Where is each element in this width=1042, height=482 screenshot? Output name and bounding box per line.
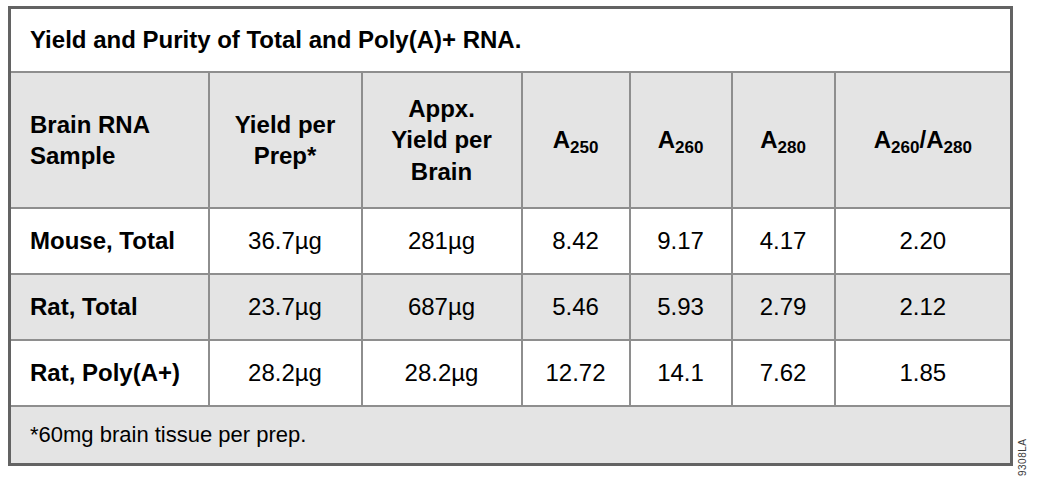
table-row-rat-polya: Rat, Poly(A+) 28.2µg 28.2µg 12.72 14.1 7… bbox=[10, 340, 1012, 406]
cell-sample-name: Rat, Total bbox=[10, 274, 209, 340]
ratio-sub1: 260 bbox=[891, 138, 919, 157]
cell-a280: 2.79 bbox=[732, 274, 835, 340]
header-a260-a280-ratio: A260/A280 bbox=[835, 72, 1012, 208]
ratio-sub2: 280 bbox=[943, 138, 971, 157]
cell-a250: 8.42 bbox=[522, 208, 630, 274]
cell-a260-a280: 2.12 bbox=[835, 274, 1012, 340]
table-header-row: Brain RNA Sample Yield per Prep* Appx. Y… bbox=[10, 72, 1012, 208]
table-title-row: Yield and Purity of Total and Poly(A)+ R… bbox=[10, 8, 1012, 73]
cell-a260: 9.17 bbox=[630, 208, 732, 274]
table-row-rat-total: Rat, Total 23.7µg 687µg 5.46 5.93 2.79 2… bbox=[10, 274, 1012, 340]
table-footnote: *60mg brain tissue per prep. bbox=[10, 406, 1012, 465]
table-title: Yield and Purity of Total and Poly(A)+ R… bbox=[10, 8, 1012, 73]
cell-yield-per-prep: 23.7µg bbox=[209, 274, 362, 340]
a260-subscript: 260 bbox=[675, 138, 703, 157]
cell-a260: 5.93 bbox=[630, 274, 732, 340]
a260-base: A bbox=[658, 126, 675, 153]
table-footnote-row: *60mg brain tissue per prep. bbox=[10, 406, 1012, 465]
a280-subscript: 280 bbox=[777, 138, 805, 157]
cell-a250: 5.46 bbox=[522, 274, 630, 340]
header-a260: A260 bbox=[630, 72, 732, 208]
cell-a260-a280: 2.20 bbox=[835, 208, 1012, 274]
header-appx-yield-per-brain: Appx. Yield per Brain bbox=[362, 72, 522, 208]
cell-a280: 7.62 bbox=[732, 340, 835, 406]
a250-subscript: 250 bbox=[570, 138, 598, 157]
cell-a260: 14.1 bbox=[630, 340, 732, 406]
ratio-base2: A bbox=[926, 126, 943, 153]
cell-a280: 4.17 bbox=[732, 208, 835, 274]
cell-a260-a280: 1.85 bbox=[835, 340, 1012, 406]
figure-code-label: 9308LA bbox=[1017, 428, 1028, 476]
table-row-mouse-total: Mouse, Total 36.7µg 281µg 8.42 9.17 4.17… bbox=[10, 208, 1012, 274]
ratio-base1: A bbox=[874, 126, 891, 153]
cell-a250: 12.72 bbox=[522, 340, 630, 406]
cell-yield-per-prep: 36.7µg bbox=[209, 208, 362, 274]
header-a280: A280 bbox=[732, 72, 835, 208]
rna-yield-purity-table: Yield and Purity of Total and Poly(A)+ R… bbox=[8, 6, 1013, 466]
cell-yield-per-prep: 28.2µg bbox=[209, 340, 362, 406]
cell-yield-per-brain: 28.2µg bbox=[362, 340, 522, 406]
header-a250: A250 bbox=[522, 72, 630, 208]
a250-base: A bbox=[553, 126, 570, 153]
header-brain-rna-sample: Brain RNA Sample bbox=[10, 72, 209, 208]
header-yield-per-prep: Yield per Prep* bbox=[209, 72, 362, 208]
a280-base: A bbox=[760, 126, 777, 153]
cell-sample-name: Mouse, Total bbox=[10, 208, 209, 274]
cell-yield-per-brain: 687µg bbox=[362, 274, 522, 340]
figure-table-panel: Yield and Purity of Total and Poly(A)+ R… bbox=[0, 0, 1042, 482]
cell-yield-per-brain: 281µg bbox=[362, 208, 522, 274]
cell-sample-name: Rat, Poly(A+) bbox=[10, 340, 209, 406]
